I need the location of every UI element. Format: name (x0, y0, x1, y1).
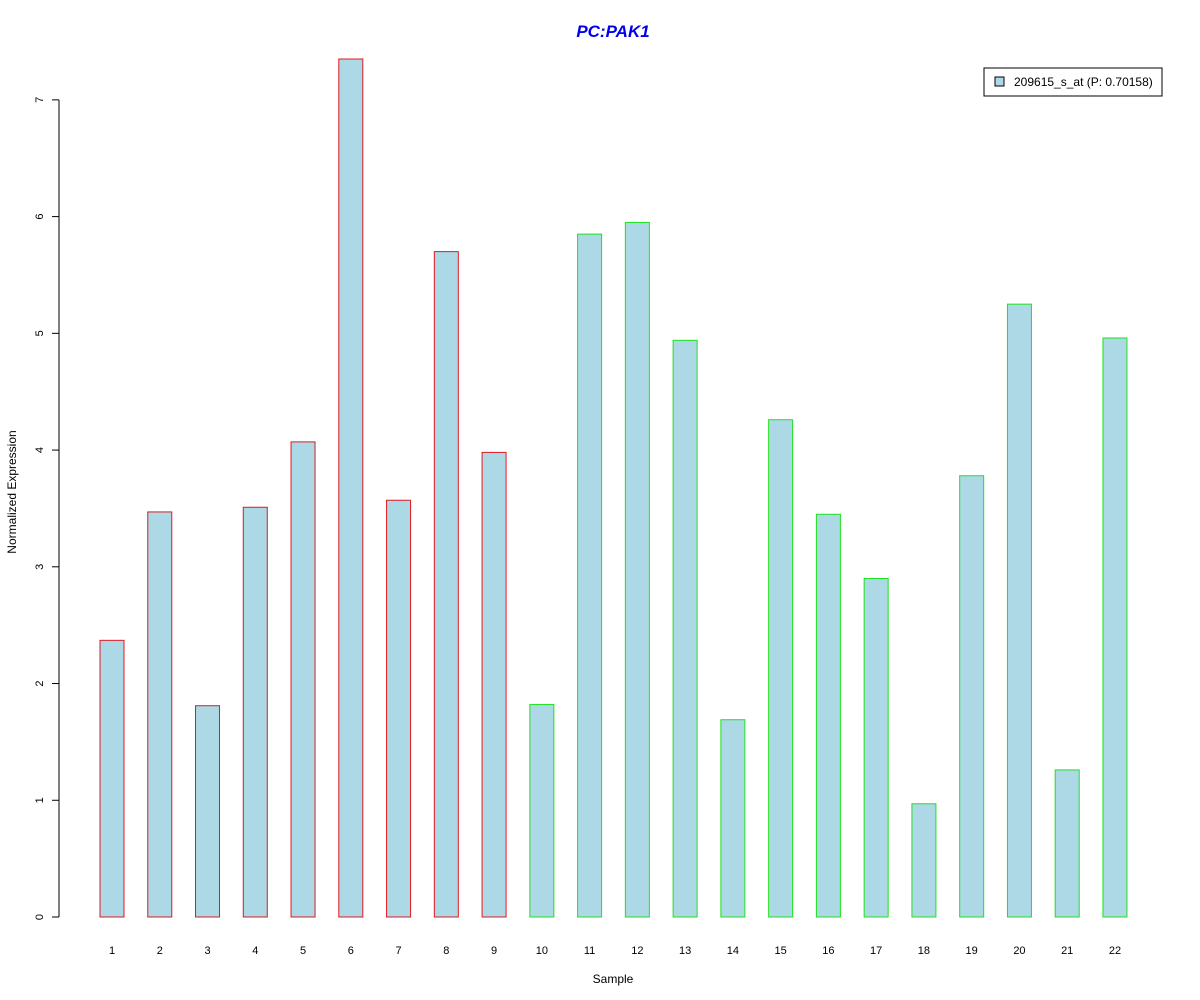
bars (99, 58, 1128, 918)
chart-title: PC:PAK1 (576, 22, 649, 41)
x-tick-label: 11 (584, 945, 595, 957)
bar-sample-15 (768, 419, 794, 918)
bar-sample-10 (529, 704, 555, 918)
x-tick-label: 15 (775, 945, 787, 957)
x-tick-label: 19 (966, 945, 978, 957)
bar-sample-17 (863, 577, 889, 918)
y-tick-label: 4 (34, 447, 46, 453)
bar-sample-21 (1054, 769, 1080, 918)
bar-sample-5 (290, 441, 316, 918)
bar-sample-2 (147, 511, 173, 918)
x-tick-label: 1 (109, 945, 115, 957)
x-tick-label: 4 (252, 945, 258, 957)
legend: 209615_s_at (P: 0.70158) (983, 67, 1163, 97)
x-tick-label: 16 (822, 945, 834, 957)
x-tick-label: 14 (727, 945, 739, 957)
bar-sample-14 (720, 719, 746, 918)
y-axis-title: Normalized Expression (5, 430, 19, 553)
bar-sample-19 (959, 475, 985, 918)
bar-sample-1 (99, 639, 125, 918)
bar-sample-12 (624, 221, 650, 918)
x-tick-label: 21 (1061, 945, 1073, 957)
x-tick-label: 2 (157, 945, 163, 957)
bar-sample-6 (338, 58, 364, 918)
y-tick-label: 0 (34, 914, 46, 920)
y-tick-label: 6 (34, 214, 46, 220)
x-tick-label: 12 (631, 945, 643, 957)
legend-box (983, 67, 1163, 97)
x-tick-label: 6 (348, 945, 354, 957)
x-tick-label: 9 (491, 945, 497, 957)
x-tick-label: 20 (1013, 945, 1025, 957)
bar-sample-9 (481, 451, 507, 918)
bar-sample-18 (911, 803, 937, 918)
x-tick-label: 5 (300, 945, 306, 957)
x-tick-label: 7 (395, 945, 401, 957)
bar-sample-8 (433, 251, 459, 918)
bar-sample-16 (815, 513, 841, 918)
x-tick-label: 8 (443, 945, 449, 957)
bar-sample-22 (1102, 337, 1128, 918)
x-tick-label: 10 (536, 945, 548, 957)
bar-sample-4 (242, 506, 268, 918)
y-axis: 0 1 2 3 4 5 6 7 (34, 97, 60, 920)
x-tick-label: 22 (1109, 945, 1121, 957)
bar-sample-20 (1006, 303, 1032, 918)
bar-sample-13 (672, 339, 698, 918)
legend-swatch (994, 76, 1005, 87)
legend-label: 209615_s_at (P: 0.70158) (1014, 75, 1153, 89)
y-tick-label: 7 (34, 97, 46, 103)
y-tick-label: 1 (34, 797, 46, 803)
bar-sample-7 (386, 499, 412, 918)
bar-sample-11 (577, 233, 603, 918)
bar-sample-3 (195, 705, 221, 918)
y-tick-label: 5 (34, 330, 46, 336)
x-tick-label: 17 (870, 945, 882, 957)
x-tick-labels: 1 2 3 4 5 6 7 8 9 10 11 12 13 14 15 16 17 18 19 20 21 22 (109, 945, 1121, 957)
y-tick-label: 3 (34, 564, 46, 570)
x-tick-label: 13 (679, 945, 691, 957)
y-tick-label: 2 (34, 680, 46, 686)
x-tick-label: 3 (204, 945, 210, 957)
x-tick-label: 18 (918, 945, 930, 957)
x-axis-title: Sample (593, 972, 634, 986)
